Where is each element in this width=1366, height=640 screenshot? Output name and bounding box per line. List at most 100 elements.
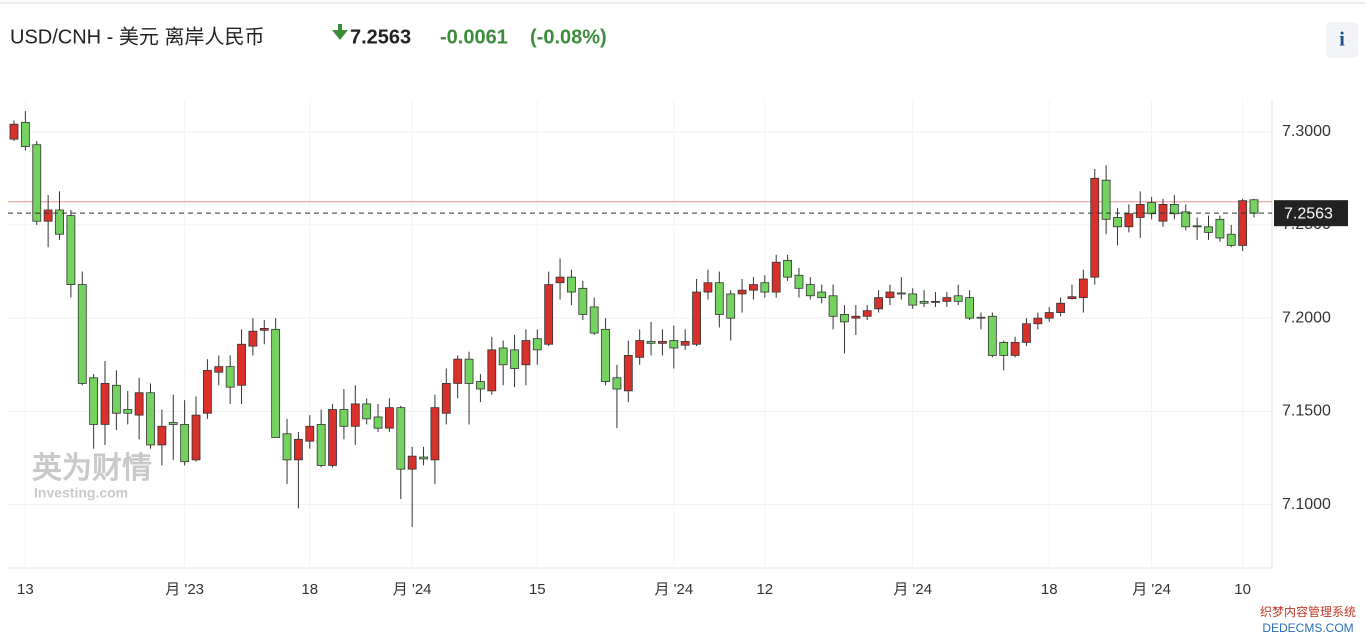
candle-body [259, 328, 269, 331]
candle-body [692, 291, 701, 345]
candle-body [840, 314, 849, 323]
candle-body [1044, 312, 1054, 319]
candle-body [976, 316, 986, 319]
candle-body [385, 407, 394, 429]
candle-body [510, 349, 519, 369]
candle-body [168, 422, 178, 425]
candle-body [885, 291, 895, 299]
candle-body [487, 349, 497, 392]
candle-body [817, 291, 827, 299]
candle-body [1135, 204, 1145, 218]
candle-body [703, 282, 713, 293]
candle-body [942, 297, 952, 302]
candle-body [760, 282, 770, 293]
candle-body [9, 123, 19, 140]
candle-body [134, 392, 144, 416]
candle-body [1056, 302, 1066, 313]
candle-body [1090, 177, 1100, 278]
candle-body [123, 409, 133, 414]
candle-body [373, 416, 383, 429]
candle-body [294, 438, 303, 461]
candle-body [828, 295, 838, 317]
candle-body [1181, 211, 1191, 228]
candle-body [111, 384, 121, 414]
x-tick-label: 月 '24 [654, 581, 693, 598]
candle-body [441, 383, 451, 414]
candle-body [100, 383, 110, 425]
candle-body [646, 341, 656, 344]
watermark-site: Investing.com [34, 485, 128, 501]
candle-body [851, 315, 861, 319]
candle-body [1101, 179, 1111, 220]
candle-body [1192, 225, 1202, 228]
candle-body [623, 355, 633, 392]
candle-body [1067, 296, 1077, 299]
change: -0.0061 [440, 26, 508, 48]
info-button[interactable] [1326, 22, 1358, 58]
x-tick-label: 18 [301, 581, 318, 598]
y-tick-label: 7.1500 [1282, 403, 1331, 420]
title: USD/CNH - 美元 离岸人民币 [10, 25, 264, 48]
candle-body [532, 338, 542, 351]
candle-body [931, 300, 940, 303]
y-tick-label: 7.3000 [1282, 123, 1331, 140]
candle-body [726, 293, 736, 319]
candle-body [965, 297, 974, 319]
candle-body [430, 407, 440, 461]
x-tick-label: 月 '24 [1132, 581, 1171, 598]
candle-body [908, 293, 918, 306]
change-pct: (-0.08%) [530, 26, 607, 48]
candle-body [1022, 323, 1031, 343]
candle-body [1124, 213, 1134, 228]
x-tick-label: 12 [756, 581, 773, 598]
candle-body [567, 276, 576, 293]
candle-body [1204, 226, 1213, 233]
candle-body [919, 300, 929, 304]
candle-body [669, 340, 679, 349]
candle-body [771, 261, 781, 293]
x-tick-label: 13 [17, 581, 34, 598]
candle-body [714, 282, 724, 315]
info-icon[interactable]: i [1339, 29, 1345, 51]
price: 7.2563 [350, 26, 411, 48]
candle-body [1078, 278, 1088, 299]
candle-body [202, 369, 212, 414]
candle-body [271, 328, 281, 438]
candle-body [1010, 341, 1020, 356]
candle-body [544, 284, 554, 345]
candle-body [305, 425, 315, 442]
candle-body [77, 284, 87, 384]
corner-bg [1250, 604, 1366, 640]
candle-body [214, 366, 224, 373]
x-tick-label: 18 [1041, 581, 1058, 598]
candle-body [32, 144, 42, 222]
candle-body [953, 295, 963, 302]
candle-body [89, 377, 99, 425]
candle-body [658, 341, 667, 344]
candle-body [612, 377, 622, 390]
candle-body [578, 287, 588, 315]
down-arrow [332, 24, 348, 40]
candle-body [453, 358, 463, 384]
candle-body [66, 215, 76, 285]
candle-body [237, 343, 246, 386]
candle-body [737, 289, 747, 295]
candle-body [464, 358, 474, 384]
candle-body [407, 455, 417, 470]
candle-body [1113, 217, 1122, 228]
candle-body [419, 456, 428, 460]
candle-body [999, 341, 1009, 356]
candle-body [328, 409, 337, 466]
candle-body [396, 407, 406, 470]
x-tick-label: 15 [529, 581, 546, 598]
candle-body [783, 259, 792, 278]
candle-body [874, 297, 883, 310]
candle-body [635, 340, 645, 358]
corner-text: DEDECMS.COM [1262, 621, 1353, 635]
candle-body [749, 284, 758, 291]
candle-body [1147, 202, 1157, 215]
candle-body [987, 315, 997, 356]
candle-body [1226, 233, 1236, 246]
candle-body [43, 209, 53, 222]
